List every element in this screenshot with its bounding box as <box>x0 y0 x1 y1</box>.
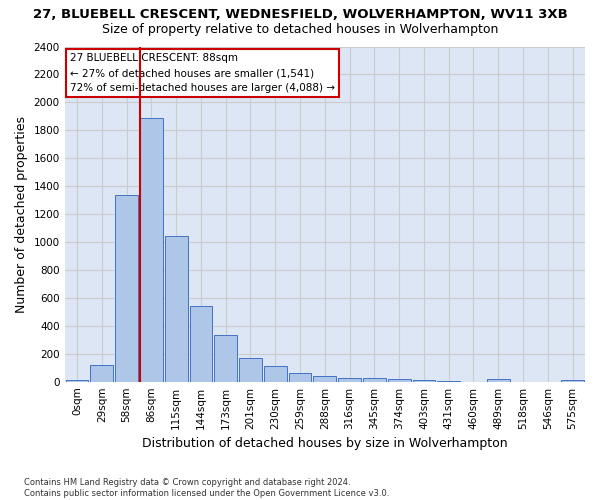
Bar <box>264 366 287 382</box>
Bar <box>289 372 311 382</box>
Text: Contains HM Land Registry data © Crown copyright and database right 2024.
Contai: Contains HM Land Registry data © Crown c… <box>24 478 389 498</box>
Bar <box>65 380 88 382</box>
Bar <box>214 335 237 382</box>
Bar <box>313 376 336 382</box>
Bar <box>437 381 460 382</box>
Bar <box>190 306 212 382</box>
Bar <box>561 380 584 382</box>
Bar <box>239 358 262 382</box>
Text: 27, BLUEBELL CRESCENT, WEDNESFIELD, WOLVERHAMPTON, WV11 3XB: 27, BLUEBELL CRESCENT, WEDNESFIELD, WOLV… <box>32 8 568 20</box>
Bar <box>363 378 386 382</box>
Text: 27 BLUEBELL CRESCENT: 88sqm
← 27% of detached houses are smaller (1,541)
72% of : 27 BLUEBELL CRESCENT: 88sqm ← 27% of det… <box>70 53 335 93</box>
Bar <box>165 236 188 382</box>
Bar <box>413 380 436 382</box>
X-axis label: Distribution of detached houses by size in Wolverhampton: Distribution of detached houses by size … <box>142 437 508 450</box>
Bar <box>388 378 410 382</box>
Bar <box>487 379 509 382</box>
Bar <box>140 118 163 382</box>
Bar <box>338 378 361 382</box>
Bar <box>115 194 138 382</box>
Text: Size of property relative to detached houses in Wolverhampton: Size of property relative to detached ho… <box>102 22 498 36</box>
Y-axis label: Number of detached properties: Number of detached properties <box>15 116 28 312</box>
Bar <box>91 365 113 382</box>
